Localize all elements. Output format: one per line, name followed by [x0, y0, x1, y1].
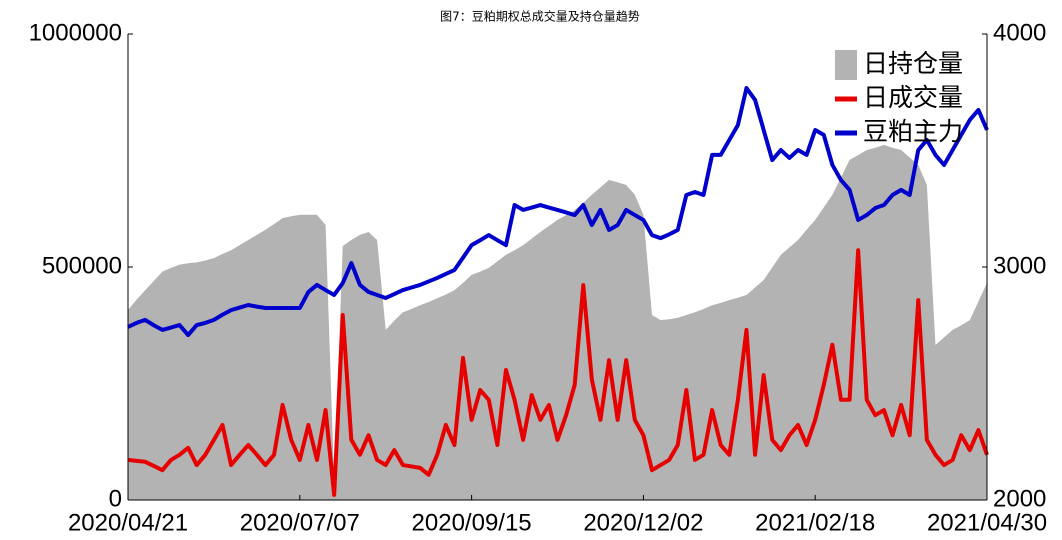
x-tick-label: 2020/04/21	[68, 509, 188, 536]
legend-swatch	[835, 50, 857, 80]
legend-label: 日成交量	[863, 83, 963, 112]
y-tick-label: 1000000	[29, 19, 122, 46]
x-tick-label: 2021/04/30	[927, 509, 1047, 536]
x-tick-label: 2021/02/18	[755, 509, 875, 536]
legend-label: 豆粕主力	[863, 117, 963, 146]
y2-tick-label: 3000	[993, 252, 1046, 279]
legend-label: 日持仓量	[863, 49, 963, 78]
x-tick-label: 2020/07/07	[240, 509, 360, 536]
chart-title: 图7：豆粕期权总成交量及持仓量趋势	[440, 9, 640, 24]
y-tick-label: 0	[109, 485, 122, 512]
x-tick-label: 2020/12/02	[583, 509, 703, 536]
plot-area	[127, 86, 989, 500]
line	[127, 86, 989, 338]
y2-tick-label: 4000	[993, 19, 1046, 46]
x-tick-label: 2020/09/15	[412, 509, 532, 536]
y2-tick-label: 2000	[993, 485, 1046, 512]
y-tick-label: 500000	[42, 252, 122, 279]
line	[127, 248, 989, 497]
area	[128, 144, 987, 500]
